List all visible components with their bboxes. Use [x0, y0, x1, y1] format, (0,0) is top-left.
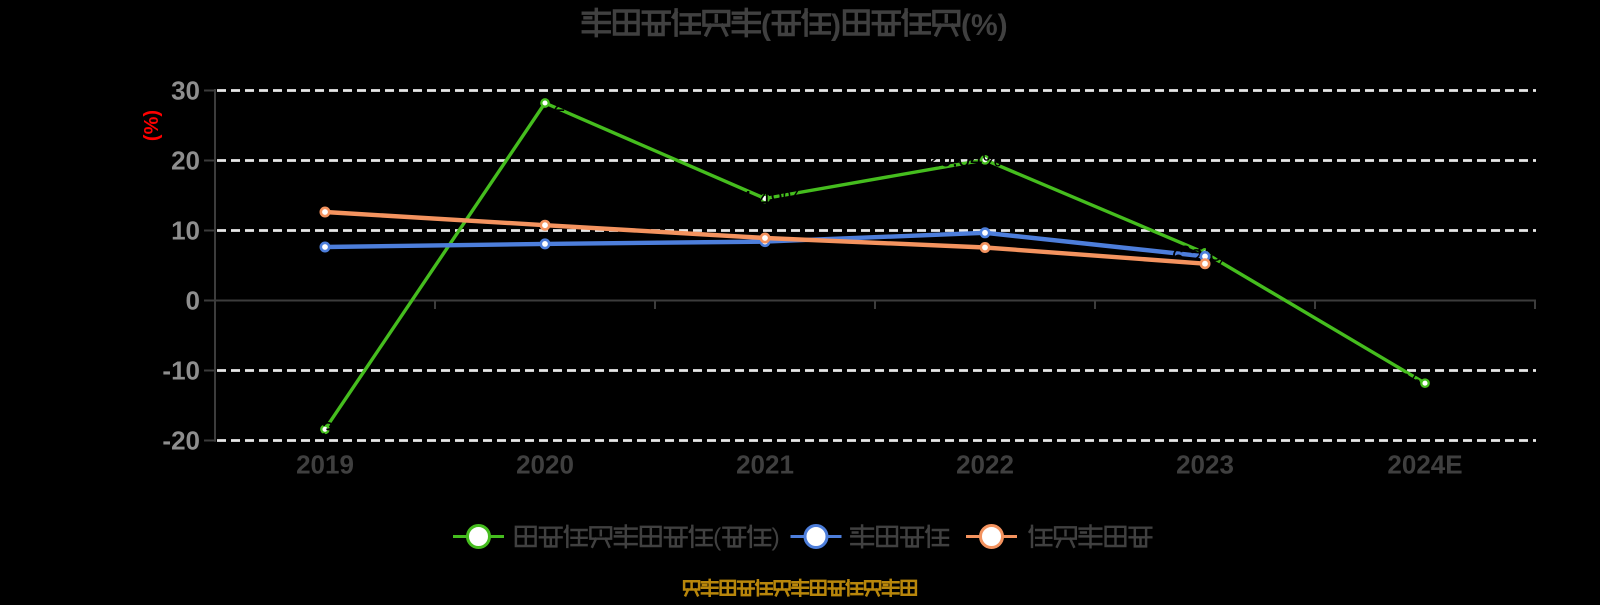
svg-text:): ) [772, 524, 780, 552]
svg-text:10: 10 [171, 216, 200, 246]
svg-text:(: ( [713, 524, 722, 552]
svg-text:): ) [831, 9, 841, 42]
svg-text:-18.38%: -18.38% [284, 417, 366, 442]
svg-text:2020: 2020 [516, 450, 574, 480]
svg-text:30: 30 [171, 76, 200, 106]
svg-text:2021: 2021 [736, 450, 794, 480]
svg-text:(%): (%) [961, 9, 1008, 42]
svg-text:-20: -20 [162, 426, 200, 456]
svg-text:2024E: 2024E [1387, 450, 1462, 480]
svg-text:2022: 2022 [956, 450, 1014, 480]
svg-text:20: 20 [171, 146, 200, 176]
svg-text:(: ( [761, 9, 771, 42]
svg-text:20.04%: 20.04% [927, 147, 1002, 172]
svg-text:-10: -10 [162, 356, 200, 386]
svg-text:2023: 2023 [1176, 450, 1234, 480]
svg-text:28.23%: 28.23% [553, 91, 628, 116]
svg-text:-11.77%: -11.77% [1341, 369, 1421, 394]
svg-text:14.49%: 14.49% [728, 187, 803, 212]
svg-text:2019: 2019 [296, 450, 354, 480]
svg-text:(%): (%) [141, 110, 163, 141]
svg-text:0: 0 [186, 286, 200, 316]
